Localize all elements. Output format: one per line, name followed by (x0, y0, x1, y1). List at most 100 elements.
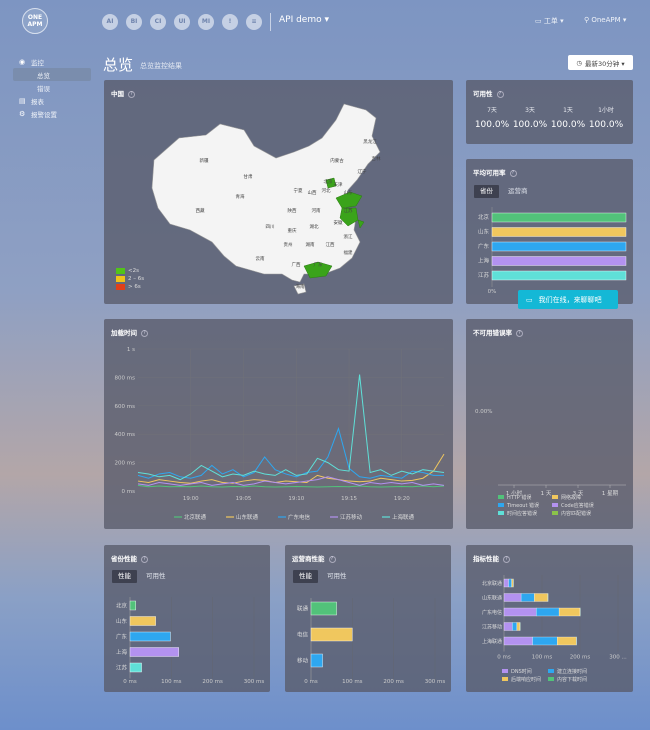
x-tick-label: 200 ms (570, 655, 591, 661)
province-label: 四川 (266, 224, 275, 230)
sidebar-item-2[interactable]: 错误 (13, 81, 91, 94)
availability-period: 3天 (525, 107, 535, 114)
ui-icon[interactable]: UI (174, 14, 190, 30)
tab-performance[interactable]: 性能 (293, 570, 318, 583)
category-label: 江苏 (116, 664, 128, 672)
table-icon[interactable]: ≡ (246, 14, 262, 30)
tab-performance[interactable]: 性能 (112, 570, 137, 583)
load-time-panel: 加载时间? 0 ms 200 ms 400 ms 600 ms 800 ms 1 s 19:… (104, 319, 453, 529)
legend-label: HTTP 错误 (507, 494, 531, 501)
province-label: 福建 (344, 249, 353, 256)
x-tick-label: 19:20 (394, 496, 410, 502)
legend-item: 2 – 6s (116, 275, 144, 283)
province-label: 宁夏 (294, 187, 303, 194)
x-tick-label: 1 星期 (602, 490, 619, 497)
hainan-island (293, 283, 307, 295)
province-label: 甘肃 (244, 173, 253, 180)
sidebar-item-1[interactable]: 总览 (13, 68, 91, 81)
legend-label: 内容匹配错误 (561, 510, 591, 517)
perf-bar (129, 631, 171, 642)
province-label: 湖北 (310, 223, 319, 230)
help-icon[interactable]: ? (128, 90, 135, 98)
perf-bar (129, 600, 136, 611)
category-label: 北京联通 (482, 580, 502, 587)
stacked-segment (516, 622, 521, 631)
x-tick-label: 19:00 (183, 496, 199, 502)
tab-availability[interactable]: 可用性 (327, 572, 347, 580)
province-label: 山西 (308, 189, 317, 196)
legend-label: Code应答错误 (561, 502, 594, 509)
sidebar-item-0[interactable]: ◉ 监控 (13, 55, 91, 68)
province-label: 青海 (236, 193, 245, 200)
help-icon[interactable]: ? (509, 169, 517, 177)
y-tick-label: 1 s (127, 347, 135, 353)
legend-swatch (548, 669, 554, 673)
availability-period: 7天 (487, 107, 497, 114)
shandong-region (335, 191, 363, 209)
map-legend: <2s 2 – 6s > 6s (116, 267, 144, 291)
help-icon[interactable]: ? (141, 329, 148, 337)
stacked-segment (503, 578, 509, 588)
availability-bar (491, 227, 627, 237)
province-label: 江西 (326, 241, 335, 248)
user-menu[interactable]: ⚲ OneAPM ▾ (584, 16, 627, 24)
tab-isp[interactable]: 运营商 (508, 187, 528, 195)
category-label: 上海联通 (482, 638, 502, 645)
oneapm-logo[interactable]: ONE APM (22, 8, 48, 34)
legend-label: 时间应答错误 (507, 510, 537, 517)
time-range-button[interactable]: ◷ 最新30分钟 ▾ (568, 55, 633, 70)
sidebar-item-3[interactable]: ▤ 报表 (13, 94, 91, 107)
load-time-title: 加载时间? (111, 327, 148, 337)
x-tick-label: 1 天 (541, 490, 552, 497)
province-perf-title: 省份性能? (111, 553, 148, 563)
metric-perf-panel: 指标性能? 0 ms 100 ms 200 ms 300 ... 北京联通 山东联通 广东电… (466, 545, 633, 692)
ai-icon[interactable]: AI (102, 14, 118, 30)
availability-value: 100.0% (588, 120, 624, 130)
province-label: 云南 (256, 255, 265, 262)
alert-icon[interactable]: ! (222, 14, 238, 30)
category-label: 江苏移动 (482, 624, 502, 631)
legend-label: 江苏移动 (340, 513, 363, 521)
avg-availability-panel: 平均可用率? 省份 运营商 北京 山东 广东 上海 江苏 0% (466, 159, 633, 304)
bi-icon[interactable]: BI (126, 14, 142, 30)
tab-province[interactable]: 省份 (474, 185, 499, 198)
workorder-menu[interactable]: ▭ 工单 ▾ (535, 17, 564, 25)
legend-label: > 6s (128, 284, 141, 290)
live-chat-button[interactable]: ▭ 我们在线，来聊聊吧 (518, 290, 618, 309)
sidebar-item-4[interactable]: ⚙ 报警设置 (13, 107, 91, 120)
help-icon[interactable]: ? (516, 329, 523, 337)
legend-swatch (548, 677, 554, 681)
sidebar-item-label: 报表 (31, 97, 44, 106)
province-label: 辽宁 (358, 168, 367, 175)
x-tick-label: 100 ms (532, 655, 553, 661)
x-tick-label: 200 ms (383, 679, 404, 685)
tab-availability[interactable]: 可用性 (146, 572, 166, 580)
map-panel: 中国? 黑龙江 吉林 辽宁 内蒙古 北京 天津 河北 山西 宁夏 甘肃 新疆 西藏 青海 四川 陕西 河南 山东… (104, 80, 453, 304)
availability-bar (491, 212, 627, 223)
availability-value: 100.0% (474, 120, 510, 130)
availability-bar (491, 270, 627, 281)
error-rate-panel: 不可用错误率? 0.00% 1 小时 1 天 3 天 1 星期 HTTP 错误 网络故障 Ti… (466, 319, 633, 529)
help-icon[interactable]: ? (496, 90, 504, 98)
ci-icon[interactable]: CI (150, 14, 166, 30)
province-perf-panel: 省份性能? 性能 可用性 0 ms 100 ms 200 ms 300 ms 北京 山东广… (104, 545, 270, 692)
stacked-segment (508, 578, 512, 588)
sidebar: ◉ 监控 总览 错误 ▤ 报表 ⚙ 报警设置 (13, 55, 91, 120)
category-label: 广东电信 (482, 609, 502, 616)
help-icon[interactable]: ? (141, 555, 148, 563)
province-label: 湖南 (306, 241, 315, 248)
series-line (137, 484, 445, 488)
metric-perf-title: 指标性能? (473, 553, 510, 563)
perf-bar (129, 616, 156, 626)
province-label: 新疆 (200, 157, 209, 164)
help-icon[interactable]: ? (503, 555, 510, 563)
x-tick-label: 0% (488, 289, 497, 295)
mi-icon[interactable]: MI (198, 14, 214, 30)
x-tick-label: 200 ms (202, 679, 223, 685)
help-icon[interactable]: ? (328, 555, 336, 563)
app-selector[interactable]: API demo ▾ (279, 15, 330, 25)
stacked-segment (512, 622, 518, 631)
shanghai-region (357, 219, 365, 229)
